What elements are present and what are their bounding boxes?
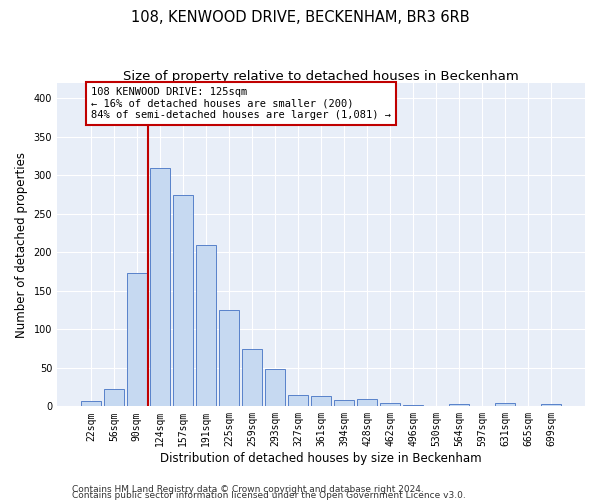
Bar bbox=[449, 404, 469, 406]
Bar bbox=[265, 370, 285, 406]
Bar bbox=[81, 401, 101, 406]
Bar bbox=[311, 396, 331, 406]
Bar bbox=[173, 194, 193, 406]
Bar bbox=[380, 404, 400, 406]
Bar bbox=[150, 168, 170, 406]
Text: 108, KENWOOD DRIVE, BECKENHAM, BR3 6RB: 108, KENWOOD DRIVE, BECKENHAM, BR3 6RB bbox=[131, 10, 469, 25]
Bar bbox=[357, 400, 377, 406]
Bar bbox=[104, 390, 124, 406]
Bar bbox=[288, 395, 308, 406]
Bar bbox=[242, 348, 262, 406]
Text: Contains public sector information licensed under the Open Government Licence v3: Contains public sector information licen… bbox=[72, 490, 466, 500]
X-axis label: Distribution of detached houses by size in Beckenham: Distribution of detached houses by size … bbox=[160, 452, 482, 465]
Y-axis label: Number of detached properties: Number of detached properties bbox=[15, 152, 28, 338]
Text: 108 KENWOOD DRIVE: 125sqm
← 16% of detached houses are smaller (200)
84% of semi: 108 KENWOOD DRIVE: 125sqm ← 16% of detac… bbox=[91, 87, 391, 120]
Bar bbox=[334, 400, 354, 406]
Bar bbox=[127, 273, 146, 406]
Bar bbox=[403, 405, 423, 406]
Title: Size of property relative to detached houses in Beckenham: Size of property relative to detached ho… bbox=[123, 70, 519, 83]
Bar bbox=[196, 244, 216, 406]
Bar bbox=[541, 404, 561, 406]
Bar bbox=[219, 310, 239, 406]
Text: Contains HM Land Registry data © Crown copyright and database right 2024.: Contains HM Land Registry data © Crown c… bbox=[72, 484, 424, 494]
Bar bbox=[496, 404, 515, 406]
